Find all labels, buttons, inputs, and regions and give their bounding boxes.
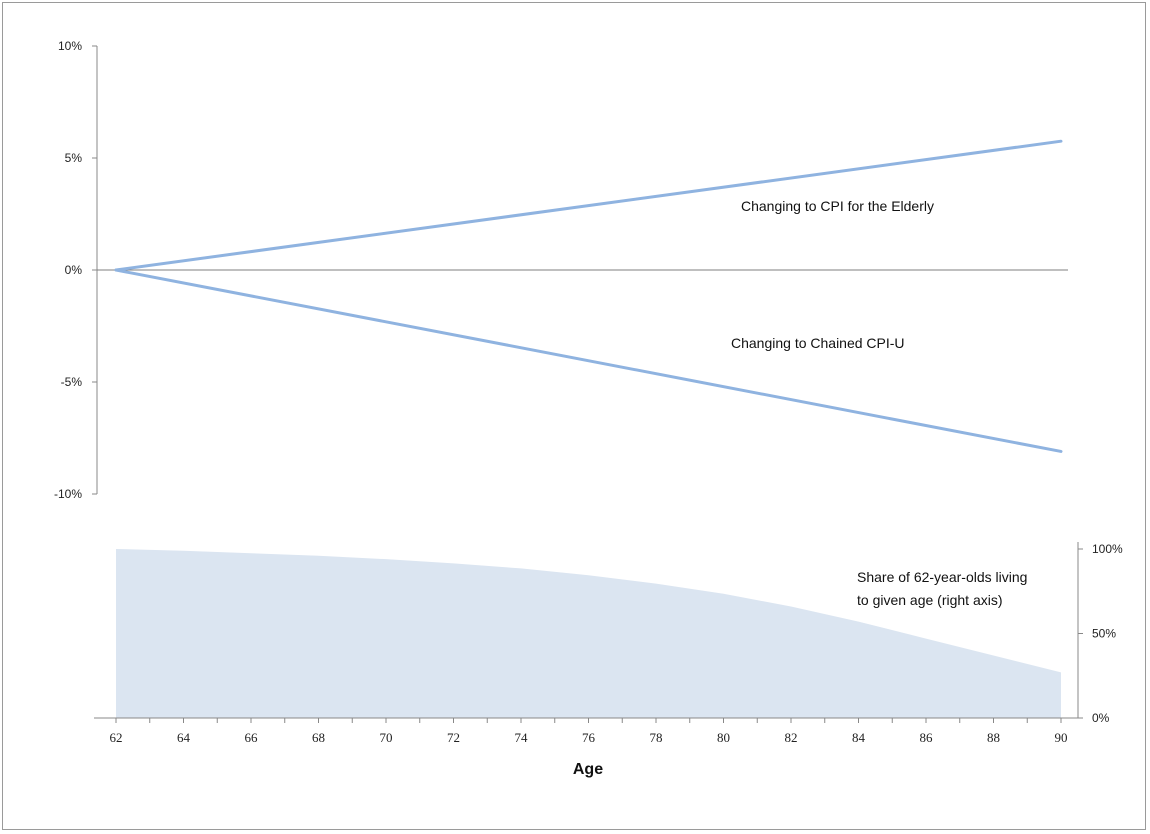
left-y-tick-label: 0% [65, 263, 83, 277]
x-ticks: 62 64 66 68 70 72 74 76 78 80 82 84 86 88 90 [110, 718, 1068, 745]
x-tick-label: 80 [717, 730, 730, 745]
annotation-survival-line-1: Share of 62-year-olds living [857, 569, 1027, 585]
annotation-survival-line-2: to given age (right axis) [857, 592, 1003, 608]
right-y-tick-label: 100% [1092, 542, 1123, 556]
x-tick-label: 72 [447, 730, 460, 745]
x-tick-label: 82 [785, 730, 798, 745]
left-y-tick-label: 10% [58, 39, 82, 53]
top-series [114, 139, 1063, 453]
top-line-chart: 10% 5% 0% -5% -10% Changing to CPI for the E… [54, 39, 1068, 501]
series-line-cpi-elderly [114, 139, 1063, 272]
bottom-area-chart: 62 64 66 68 70 72 74 76 78 80 82 84 86 88 90 100% 50% 0%… [94, 542, 1123, 778]
left-y-tick-label: 5% [65, 151, 83, 165]
x-tick-label: 66 [245, 730, 259, 745]
right-y-tick-label: 0% [1092, 711, 1110, 725]
x-tick-label: 62 [110, 730, 123, 745]
left-y-ticks: 10% 5% 0% -5% -10% [54, 39, 97, 501]
x-tick-label: 74 [515, 730, 529, 745]
x-axis-label: Age [573, 761, 603, 778]
x-tick-label: 84 [852, 730, 866, 745]
series-line-chained-cpi [114, 268, 1063, 453]
right-y-ticks: 100% 50% 0% [1078, 542, 1123, 725]
annotation-survival-share: Share of 62-year-olds living to given ag… [857, 569, 1031, 608]
x-tick-label: 68 [312, 730, 325, 745]
left-y-tick-label: -10% [54, 487, 82, 501]
x-tick-label: 70 [380, 730, 393, 745]
x-tick-label: 64 [177, 730, 191, 745]
annotation-chained-cpi: Changing to Chained CPI-U [731, 335, 905, 351]
annotation-cpi-elderly: Changing to CPI for the Elderly [741, 198, 934, 214]
right-y-tick-label: 50% [1092, 627, 1116, 641]
x-tick-label: 88 [987, 730, 1000, 745]
survival-area [116, 549, 1061, 718]
x-tick-label: 78 [650, 730, 663, 745]
left-y-tick-label: -5% [61, 375, 83, 389]
x-tick-label: 86 [920, 730, 934, 745]
x-tick-label: 90 [1055, 730, 1068, 745]
x-tick-label: 76 [582, 730, 596, 745]
